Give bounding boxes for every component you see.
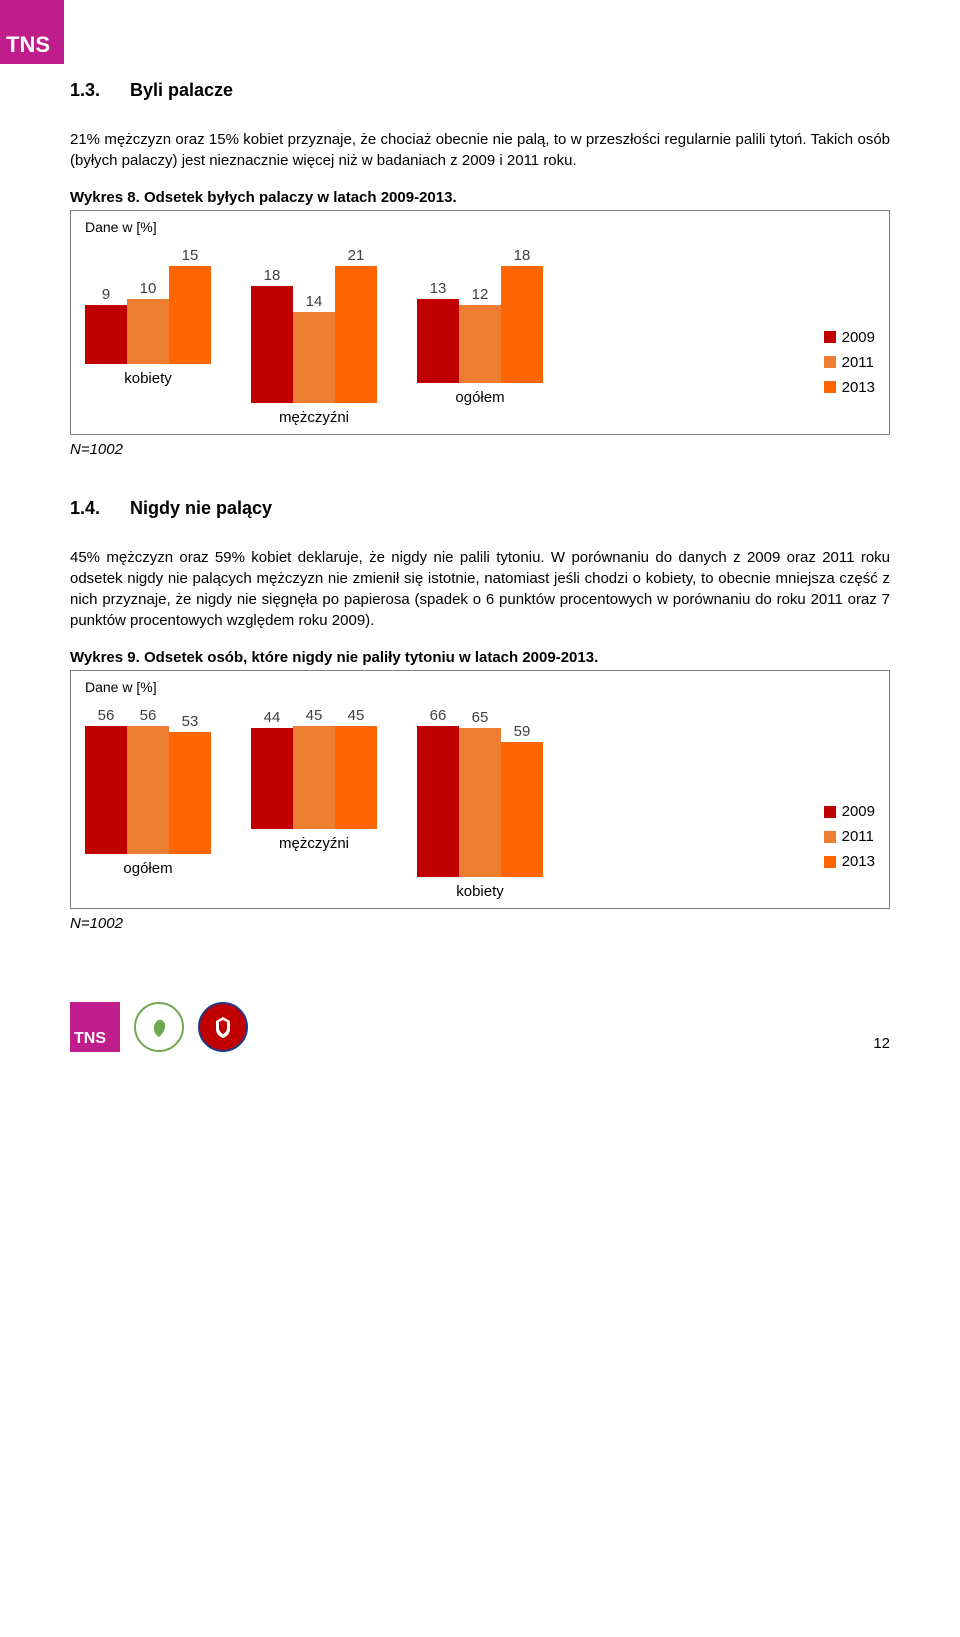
bar: 53 (169, 713, 211, 854)
wykres-9-n: N=1002 (70, 915, 890, 932)
legend-label: 2013 (842, 379, 875, 396)
section-1-4-num: 1.4. (70, 498, 130, 519)
footer-tns-logo: TNS (70, 1002, 120, 1052)
bar-value: 14 (306, 293, 323, 310)
category-label: ogółem (455, 389, 504, 406)
bar-value: 53 (182, 713, 199, 730)
page-footer: TNS 12 (70, 1002, 890, 1052)
legend-swatch (824, 856, 836, 868)
section-1-3-num: 1.3. (70, 80, 130, 101)
bar: 12 (459, 286, 501, 383)
chart-group: 66 65 59 kobiety (417, 707, 543, 901)
footer-badge-2-icon (198, 1002, 248, 1052)
bar: 56 (127, 707, 169, 855)
bar: 56 (85, 707, 127, 855)
bar-value: 18 (264, 267, 281, 284)
bar: 44 (251, 709, 293, 829)
bar-value: 45 (306, 707, 323, 724)
wykres-9-caption: Wykres 9. Odsetek osób, które nigdy nie … (70, 649, 890, 666)
legend-label: 2009 (842, 803, 875, 820)
bar-value: 12 (472, 286, 489, 303)
bar-value: 45 (348, 707, 365, 724)
chart-group: 44 45 45 mężczyźni (251, 707, 377, 901)
bar: 59 (501, 723, 543, 878)
section-1-3-text: Byli palacze (130, 80, 233, 100)
bar: 18 (501, 247, 543, 383)
chart-group: 18 14 21 mężczyźni (251, 247, 377, 426)
legend-item: 2013 (824, 379, 875, 396)
legend-item: 2009 (824, 803, 875, 820)
bar-value: 10 (140, 280, 157, 297)
bar-value: 66 (430, 707, 447, 724)
category-label: kobiety (456, 883, 504, 900)
category-label: ogółem (123, 860, 172, 877)
chart-group: 56 56 53 ogółem (85, 707, 211, 901)
legend-swatch (824, 331, 836, 343)
bar-value: 59 (514, 723, 531, 740)
chart-group: 13 12 18 ogółem (417, 247, 543, 426)
section-1-4-title: 1.4.Nigdy nie palący (70, 498, 890, 519)
chart-group: 9 10 15 kobiety (85, 247, 211, 426)
category-label: mężczyźni (279, 835, 349, 852)
legend-swatch (824, 381, 836, 393)
legend-item: 2011 (824, 828, 875, 845)
legend-item: 2009 (824, 329, 875, 346)
section-1-3-para: 21% mężczyzn oraz 15% kobiet przyznaje, … (70, 129, 890, 171)
wykres-9-dane: Dane w [%] (85, 679, 875, 695)
bar: 15 (169, 247, 211, 364)
bar: 45 (335, 707, 377, 830)
wykres-9-chart: Dane w [%] 56 56 53 ogółem 44 45 45 mężczyźni 66… (70, 670, 890, 910)
legend-label: 2009 (842, 329, 875, 346)
bar-value: 18 (514, 247, 531, 264)
bar: 9 (85, 286, 127, 364)
wykres-8-legend: 2009 2011 2013 (824, 329, 875, 426)
legend-label: 2011 (842, 354, 874, 371)
legend-swatch (824, 356, 836, 368)
bar: 10 (127, 280, 169, 364)
legend-item: 2013 (824, 853, 875, 870)
wykres-8-chart: Dane w [%] 9 10 15 kobiety 18 14 21 mężczyźni 13… (70, 210, 890, 435)
section-1-4-para: 45% mężczyzn oraz 59% kobiet deklaruje, … (70, 547, 890, 631)
wykres-8-n: N=1002 (70, 441, 890, 458)
bar-value: 56 (98, 707, 115, 724)
bar: 65 (459, 709, 501, 878)
page-number: 12 (873, 1035, 890, 1052)
footer-badge-1-icon (134, 1002, 184, 1052)
bar-value: 13 (430, 280, 447, 297)
section-1-3-title: 1.3.Byli palacze (70, 80, 890, 101)
category-label: kobiety (124, 370, 172, 387)
wykres-8-caption: Wykres 8. Odsetek byłych palaczy w latac… (70, 189, 890, 206)
legend-swatch (824, 831, 836, 843)
bar-value: 21 (348, 247, 365, 264)
bar: 14 (293, 293, 335, 403)
legend-label: 2011 (842, 828, 874, 845)
bar-value: 65 (472, 709, 489, 726)
legend-label: 2013 (842, 853, 875, 870)
bar: 18 (251, 267, 293, 403)
category-label: mężczyźni (279, 409, 349, 426)
bar: 45 (293, 707, 335, 830)
wykres-9-legend: 2009 2011 2013 (824, 803, 875, 900)
bar-value: 9 (102, 286, 110, 303)
legend-item: 2011 (824, 354, 875, 371)
bar-value: 44 (264, 709, 281, 726)
section-1-4-text: Nigdy nie palący (130, 498, 272, 518)
bar-value: 15 (182, 247, 199, 264)
bar-value: 56 (140, 707, 157, 724)
footer-logos: TNS (70, 1002, 248, 1052)
bar: 66 (417, 707, 459, 878)
legend-swatch (824, 806, 836, 818)
tns-logo: TNS (0, 0, 64, 64)
bar: 13 (417, 280, 459, 384)
wykres-8-dane: Dane w [%] (85, 219, 875, 235)
bar: 21 (335, 247, 377, 403)
